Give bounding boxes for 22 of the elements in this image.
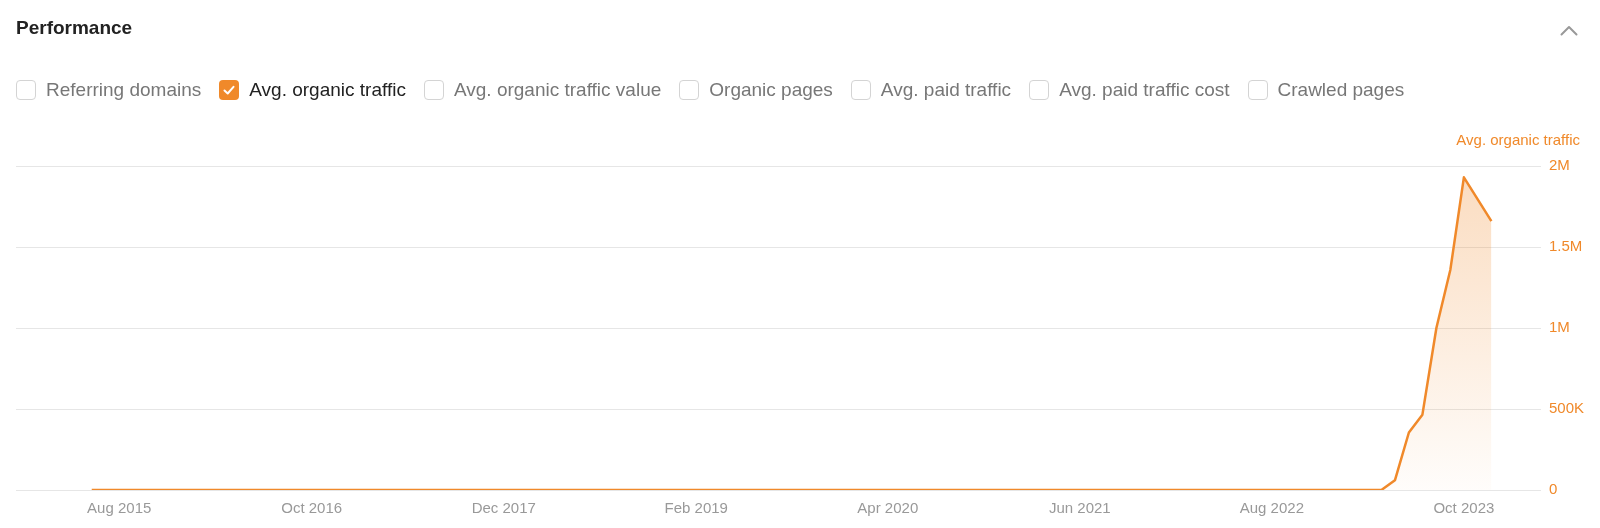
y-axis-title: Avg. organic traffic: [1456, 131, 1580, 148]
text: Avg. paid traffic: [880, 79, 1012, 101]
legend-label: Avg. organic traffic: [249, 79, 406, 101]
text: Referring domains: [46, 79, 202, 101]
text: Crawled pages: [1277, 79, 1405, 101]
x-tick-label: Apr 2020: [857, 499, 919, 517]
y-tick-label: 1.5M: [1548, 237, 1583, 255]
text: Avg. paid traffic cost: [1059, 79, 1230, 101]
x-tick-label: Oct 2023: [1433, 499, 1495, 517]
x-tick-label: Oct 2016: [281, 499, 343, 517]
chart-title: Performance: [16, 17, 133, 39]
y-tick-label: 0: [1548, 480, 1558, 498]
x-tick-label: Aug 2015: [87, 499, 152, 517]
x-tick-label: Aug 2022: [1239, 499, 1304, 517]
y-tick-label: 2M: [1548, 156, 1570, 174]
y-tick-label: 500K: [1548, 399, 1585, 417]
x-tick-label: Dec 2017: [471, 499, 536, 517]
x-tick-label: Jun 2021: [1048, 499, 1111, 517]
y-tick-label: 1M: [1548, 318, 1570, 336]
text: Organic pages: [709, 79, 833, 101]
x-tick-label: Feb 2019: [664, 499, 728, 517]
text: Avg. organic traffic value: [453, 79, 662, 101]
